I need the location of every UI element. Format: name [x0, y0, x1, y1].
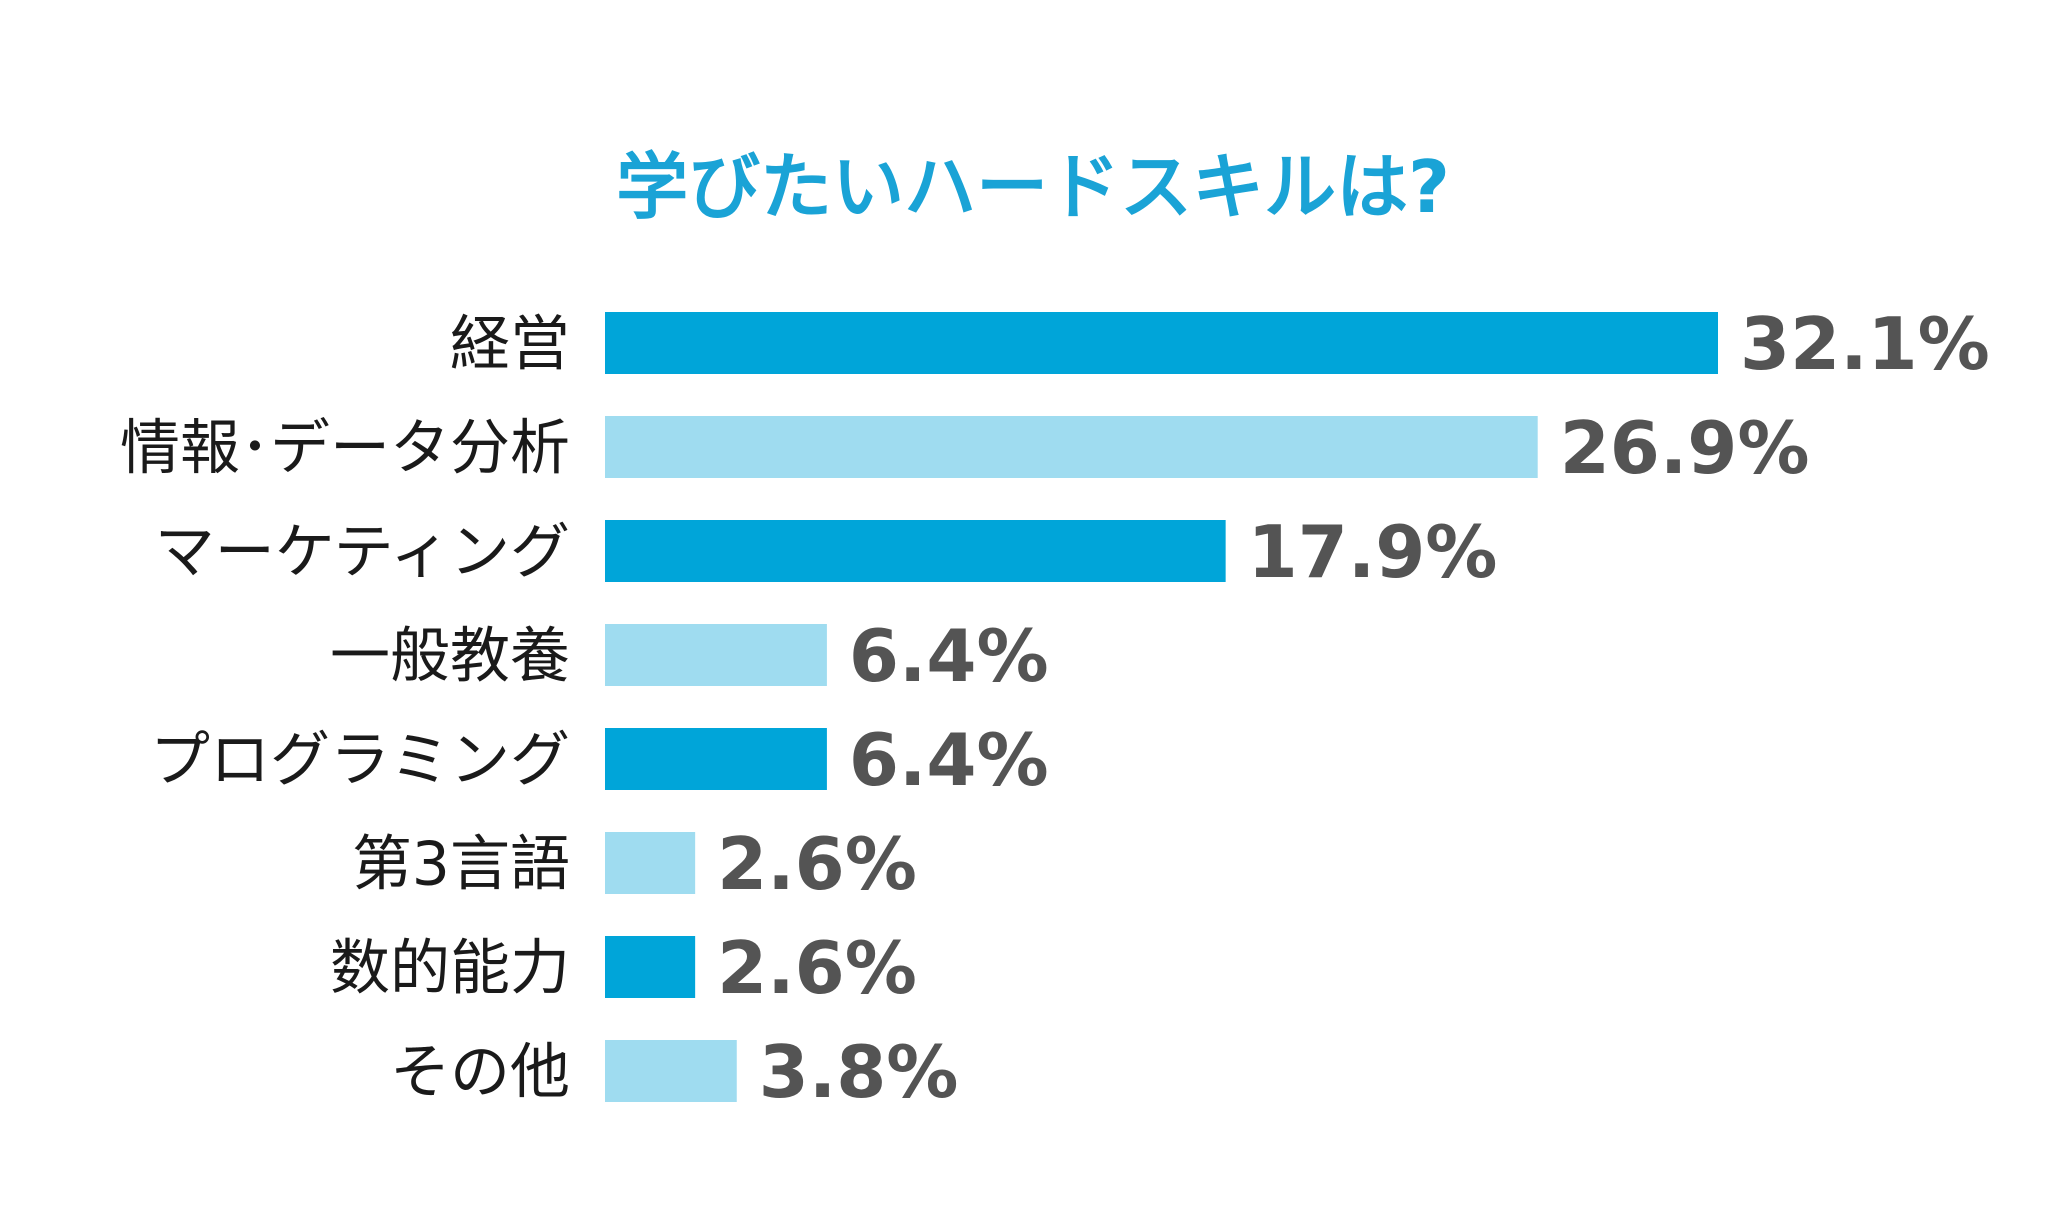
value-label: 17.9%	[1248, 510, 1498, 594]
value-label: 2.6%	[717, 926, 917, 1010]
value-label: 2.6%	[717, 822, 917, 906]
category-label: プログラミング	[150, 726, 570, 796]
category-label: 情報･データ分析	[120, 414, 570, 484]
bar-8	[605, 1040, 737, 1102]
value-label: 3.8%	[759, 1030, 959, 1114]
category-label: マーケティング	[155, 518, 570, 588]
bar-4	[605, 624, 827, 686]
bar-1	[605, 312, 1718, 374]
bars	[605, 312, 1718, 1102]
value-label: 6.4%	[849, 718, 1049, 802]
category-label: 数的能力	[330, 934, 570, 1004]
bar-2	[605, 416, 1538, 478]
category-label: 経営	[450, 310, 570, 380]
category-label: 第3言語	[352, 830, 570, 900]
bar-3	[605, 520, 1226, 582]
value-label: 32.1%	[1740, 302, 1990, 386]
category-label: その他	[390, 1038, 570, 1108]
bar-5	[605, 728, 827, 790]
value-labels: 32.1% 26.9% 17.9% 6.4% 6.4% 2.6% 2.6% 3.8%	[717, 302, 1990, 1114]
value-label: 6.4%	[849, 614, 1049, 698]
bar-7	[605, 936, 696, 998]
category-label: 一般教養	[330, 622, 570, 692]
value-label: 26.9%	[1560, 406, 1810, 490]
bar-6	[605, 832, 696, 894]
chart-title: 学びたいハードスキルは?	[616, 145, 1450, 229]
